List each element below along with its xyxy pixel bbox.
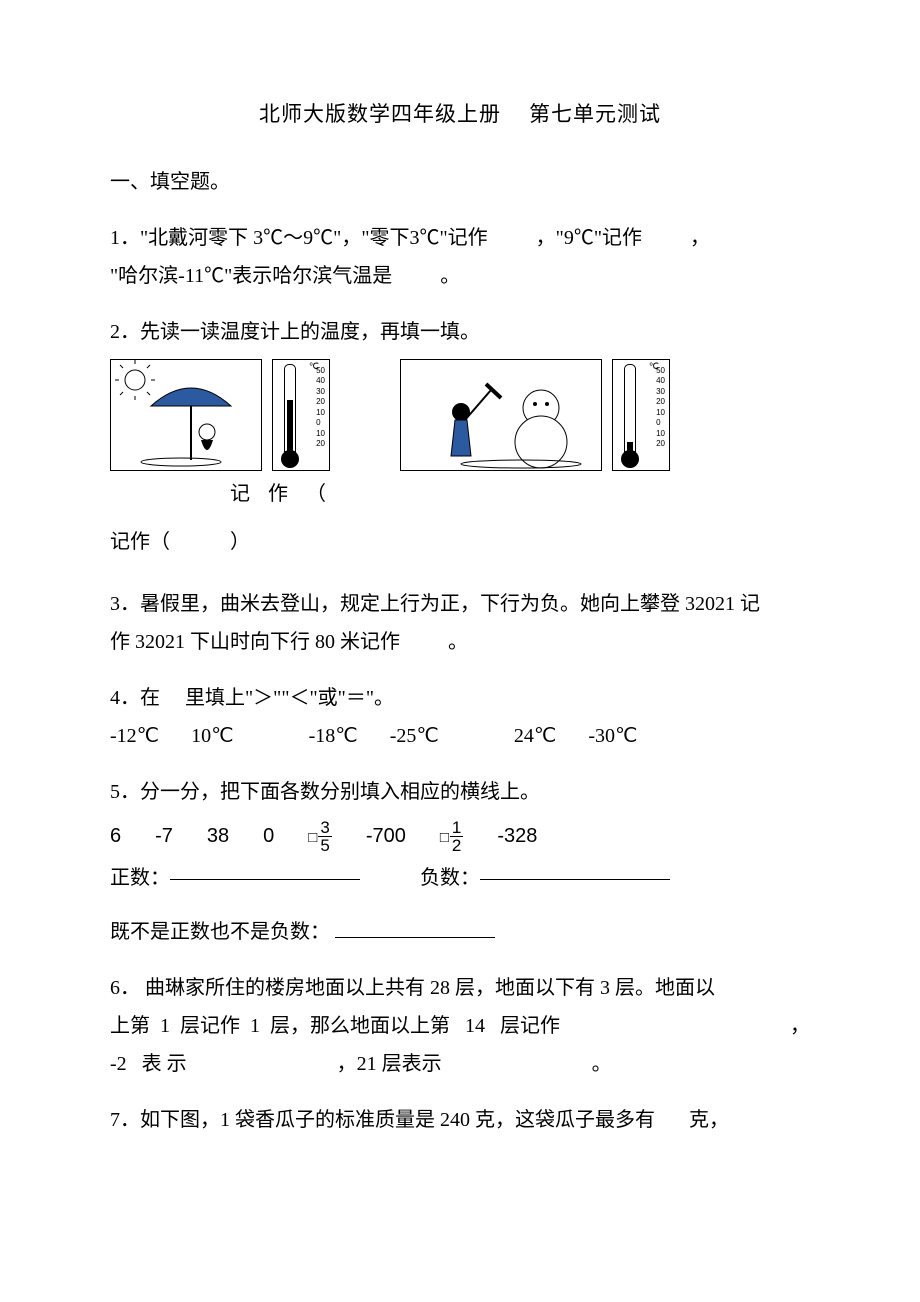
summer-scene-image [110,359,262,471]
q7-text-2: 克， [689,1109,729,1131]
q6-line3: -2 表 示，21 层表示。 [110,1045,810,1083]
q4-row: -12℃10℃ -18℃-25℃ 24℃-30℃ [110,717,810,755]
neither-blank [335,917,495,938]
q5-numbers: 6 -7 38 0 □35 -700 □12 -328 [110,817,810,855]
title-part2: 第七单元测试 [529,102,661,126]
q2-record-2: 记作（ ） [110,523,810,561]
umbrella-child-icon [111,360,261,470]
question-2: 2．先读一读温度计上的温度，再填一填。 ℃ [110,313,810,561]
fraction-2: □12 [440,817,464,855]
q3-line2a: 作 32021 下山时向下行 80 米记作 [110,631,400,653]
thermometer-2: ℃ 50 40 30 20 10 0 10 20 [612,359,670,471]
negative-label: 负数： [420,859,480,897]
q5-head: 5．分一分，把下面各数分别填入相应的横线上。 [110,773,810,811]
q1-text-5: 。 [440,265,460,287]
q4-head: 4．在 里填上"＞""＜"或"＝"。 [110,679,810,717]
q6-line2: 上第 1 层记作 1 层，那么地面以上第 14 层记作 ， [110,1007,810,1045]
question-4: 4．在 里填上"＞""＜"或"＝"。 -12℃10℃ -18℃-25℃ 24℃-… [110,679,810,755]
q3-line2b: 。 [448,631,468,653]
q7-text-1: 7．如下图，1 袋香瓜子的标准质量是 240 克，这袋瓜子最多有 [110,1109,655,1131]
q2-images: ℃ 50 40 30 20 10 0 10 20 [110,359,810,471]
thermometer-1: ℃ 50 40 30 20 10 0 10 20 [272,359,330,471]
q2-head: 2．先读一读温度计上的温度，再填一填。 [110,313,810,351]
q1-text-3: ， [690,227,710,249]
q1-text-2: ，"9℃"记作 [536,227,642,249]
q5-posneg: 正数： 负数： [110,859,810,897]
section-1-heading: 一、填空题。 [110,163,810,201]
snowman-child-icon [401,360,601,470]
fraction-1: □35 [308,817,332,855]
q2-record-1: 记作（ [110,475,810,513]
q6-line1: 6． 曲琳家所住的楼房地面以上共有 28 层，地面以下有 3 层。地面以 [110,969,810,1007]
positive-label: 正数： [110,859,170,897]
q1-text-1: 1．"北戴河零下 3℃～9℃"，"零下3℃"记作 [110,227,488,249]
title-part1: 北师大版数学四年级上册 [259,102,501,126]
thermo2-ticks: 50 40 30 20 10 0 10 20 [656,366,665,450]
question-1: 1．"北戴河零下 3℃～9℃"，"零下3℃"记作 ，"9℃"记作 ， "哈尔滨-11… [110,219,810,295]
positive-blank [170,859,360,880]
question-3: 3．暑假里，曲米去登山，规定上行为正，下行为负。她向上攀登 32021 记 作 … [110,585,810,661]
q3-line1: 3．暑假里，曲米去登山，规定上行为正，下行为负。她向上攀登 32021 记 [110,593,760,615]
q1-text-4: "哈尔滨-11℃"表示哈尔滨气温是 [110,265,392,287]
q5-neither: 既不是正数也不是负数： [110,913,810,951]
winter-scene-image [400,359,602,471]
question-7: 7．如下图，1 袋香瓜子的标准质量是 240 克，这袋瓜子最多有 克， [110,1101,810,1139]
page: 北师大版数学四年级上册 第七单元测试 一、填空题。 1．"北戴河零下 3℃～9℃"… [0,0,920,1199]
doc-title: 北师大版数学四年级上册 第七单元测试 [110,95,810,135]
question-6: 6． 曲琳家所住的楼房地面以上共有 28 层，地面以下有 3 层。地面以 上第 … [110,969,810,1083]
thermo1-ticks: 50 40 30 20 10 0 10 20 [316,366,325,450]
negative-blank [480,859,670,880]
question-5: 5．分一分，把下面各数分别填入相应的横线上。 6 -7 38 0 □35 -70… [110,773,810,951]
